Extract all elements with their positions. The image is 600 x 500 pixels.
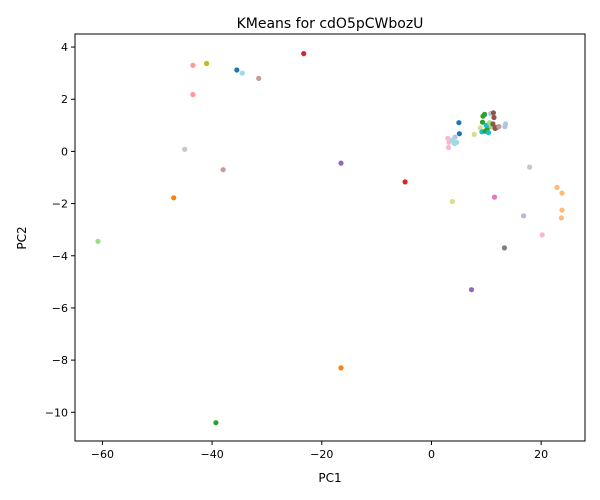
data-point: [471, 131, 477, 137]
data-point: [501, 245, 507, 251]
y-tick-label: −6: [52, 302, 68, 315]
y-axis-label: PC2: [15, 226, 29, 249]
data-point: [445, 144, 452, 151]
y-tick-label: −2: [52, 198, 68, 211]
data-point: [256, 75, 262, 81]
data-point: [527, 164, 533, 170]
data-point: [477, 125, 483, 131]
chart-title: KMeans for cdO5pCWbozU: [237, 16, 424, 32]
data-point: [234, 67, 240, 73]
x-tick-label: −60: [91, 448, 114, 461]
data-point: [301, 51, 307, 57]
data-point: [95, 238, 101, 244]
data-point: [456, 120, 462, 126]
data-point: [452, 134, 458, 140]
y-tick-label: −10: [45, 406, 68, 419]
data-point: [490, 110, 496, 116]
data-point: [213, 420, 219, 426]
x-tick-label: −40: [200, 448, 223, 461]
data-point: [402, 179, 408, 185]
data-point: [482, 111, 488, 117]
data-point: [456, 131, 462, 137]
data-point: [490, 121, 496, 127]
data-point: [521, 213, 527, 219]
x-tick-label: 20: [534, 448, 548, 461]
data-point: [539, 232, 545, 238]
data-point: [454, 139, 460, 145]
data-point: [554, 184, 560, 190]
data-point: [479, 119, 486, 125]
plot-frame: [74, 33, 586, 442]
data-point: [338, 365, 344, 371]
data-point: [220, 167, 226, 173]
data-point: [496, 124, 502, 130]
y-tick-label: 2: [61, 93, 68, 106]
data-point: [190, 91, 196, 98]
x-tick-label: −20: [310, 448, 333, 461]
data-point: [182, 146, 188, 152]
data-points: [95, 51, 565, 426]
data-point: [558, 215, 565, 221]
data-point: [502, 124, 508, 130]
data-point: [449, 198, 455, 205]
data-point: [171, 195, 177, 201]
x-axis-label: PC1: [318, 471, 341, 485]
data-point: [559, 207, 565, 213]
data-point: [491, 194, 498, 200]
data-point: [190, 62, 196, 68]
y-tick-label: −8: [52, 354, 68, 367]
x-tick-label: 0: [428, 448, 435, 461]
y-axis-ticks: −10 −8 −6 −4 −2 0 2 4: [45, 41, 75, 419]
data-point: [338, 160, 344, 166]
data-point: [468, 287, 475, 293]
y-tick-label: −4: [52, 250, 68, 263]
data-point: [204, 60, 210, 67]
x-axis-ticks: −60 −40 −20 0 20: [91, 441, 548, 461]
data-point: [445, 135, 451, 141]
y-tick-label: 0: [61, 145, 68, 158]
data-point: [239, 70, 245, 76]
data-point: [491, 114, 497, 121]
data-point: [485, 130, 492, 136]
data-point: [559, 190, 565, 196]
y-tick-label: 4: [61, 41, 68, 54]
